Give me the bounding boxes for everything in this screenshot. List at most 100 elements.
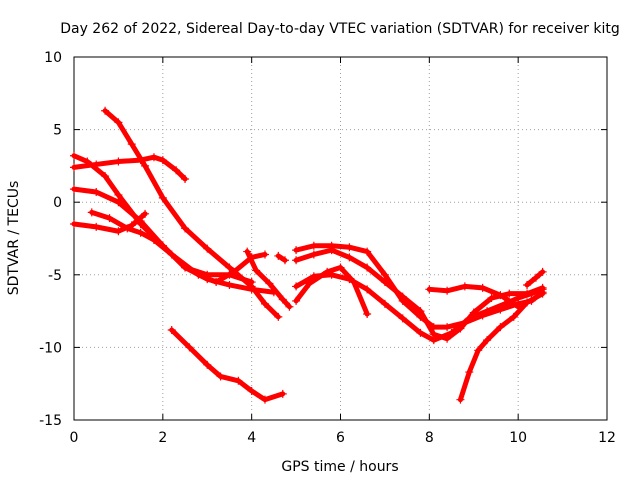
data-point-marker [247,285,256,294]
data-point-marker [380,299,389,308]
y-axis-label: SDTVAR / TECUs [6,181,22,296]
data-point-marker [538,267,547,276]
data-point-marker [478,283,487,292]
data-point-marker [114,157,123,166]
data-point-marker [101,106,110,115]
data-point-marker [167,250,176,259]
data-point-marker [363,285,372,294]
series-track-10 [292,241,547,332]
x-tick-label: 12 [598,430,616,446]
series-line [71,186,255,285]
data-point-marker [285,302,294,311]
y-tick-label: -10 [39,340,62,356]
series-line [169,327,286,403]
series-track-16 [523,267,547,289]
series-track-14 [425,282,523,311]
data-point-marker [336,263,345,272]
data-point-marker [274,251,283,260]
data-point-marker [172,166,181,175]
series-track-9 [274,251,289,265]
data-point-marker [260,250,269,259]
data-point-marker [309,250,318,259]
y-tick-label: 0 [53,195,62,211]
data-point-marker [225,280,234,289]
axis-ticks: 0 2 4 6 8 10 12 -15 -10 -5 0 5 10 [39,50,616,446]
data-point-marker [460,282,469,291]
data-point-marker [265,279,274,288]
data-point-marker [203,244,212,253]
data-point-marker [136,228,145,237]
x-tick-label: 0 [70,430,79,446]
data-point-marker [114,118,123,127]
data-point-marker [523,280,532,289]
data-point-marker [425,285,434,294]
y-tick-label: 10 [44,50,62,66]
series-line [293,265,370,317]
data-point-marker [380,278,389,287]
data-point-marker [380,270,389,279]
data-point-marker [92,188,101,197]
data-point-marker [243,247,252,256]
x-axis-label: GPS time / hours [281,459,398,475]
data-point-marker [292,256,301,265]
data-point-marker [327,246,336,255]
series-track-7 [167,325,287,404]
data-point-marker [114,190,123,199]
x-tick-label: 4 [247,430,256,446]
data-point-marker [292,282,301,291]
data-point-marker [70,185,78,194]
y-tick-label: -5 [48,268,62,284]
data-point-marker [429,336,438,345]
data-point-marker [443,286,452,295]
data-point-marker [274,312,283,321]
data-point-marker [345,275,354,284]
data-point-marker [465,314,474,323]
data-point-marker [363,247,372,256]
x-tick-label: 2 [158,430,167,446]
y-tick-label: 5 [53,123,62,139]
data-point-marker [465,368,474,377]
data-point-marker [123,224,132,233]
data-point-marker [278,389,287,398]
data-point-marker [260,299,269,308]
data-point-marker [416,307,425,316]
data-point-marker [398,314,407,323]
x-tick-label: 8 [425,430,434,446]
data-point-marker [92,222,101,231]
series-track-6 [87,208,269,287]
data-point-marker [158,193,167,202]
data-point-marker [309,272,318,281]
data-point-marker [443,323,452,332]
series-line [275,253,288,263]
x-tick-label: 6 [336,430,345,446]
data-point-marker [474,346,483,355]
data-point-marker [531,273,540,282]
data-point-marker [514,294,523,303]
data-point-marker [114,198,123,207]
data-point-marker [167,325,176,334]
data-point-marker [149,235,158,244]
x-tick-label: 10 [509,430,527,446]
data-point-marker [509,312,518,321]
data-point-marker [247,386,256,395]
data-point-marker [247,278,256,287]
series-line [524,269,546,288]
data-point-marker [216,372,225,381]
y-tick-label: -15 [39,413,62,429]
data-point-marker [483,336,492,345]
chart-title: Day 262 of 2022, Sidereal Day-to-day VTE… [60,21,620,37]
data-point-marker [234,376,243,385]
data-point-marker [483,307,492,316]
data-point-marker [523,298,532,307]
data-point-marker [212,278,221,287]
data-point-marker [538,289,547,298]
series-line [71,154,188,182]
data-point-marker [114,227,123,236]
data-point-marker [136,156,145,165]
series-track-8 [243,247,294,311]
data-point-marker [70,163,78,172]
series-track-15 [456,289,547,404]
data-point-marker [527,289,536,298]
data-point-marker [105,214,114,223]
